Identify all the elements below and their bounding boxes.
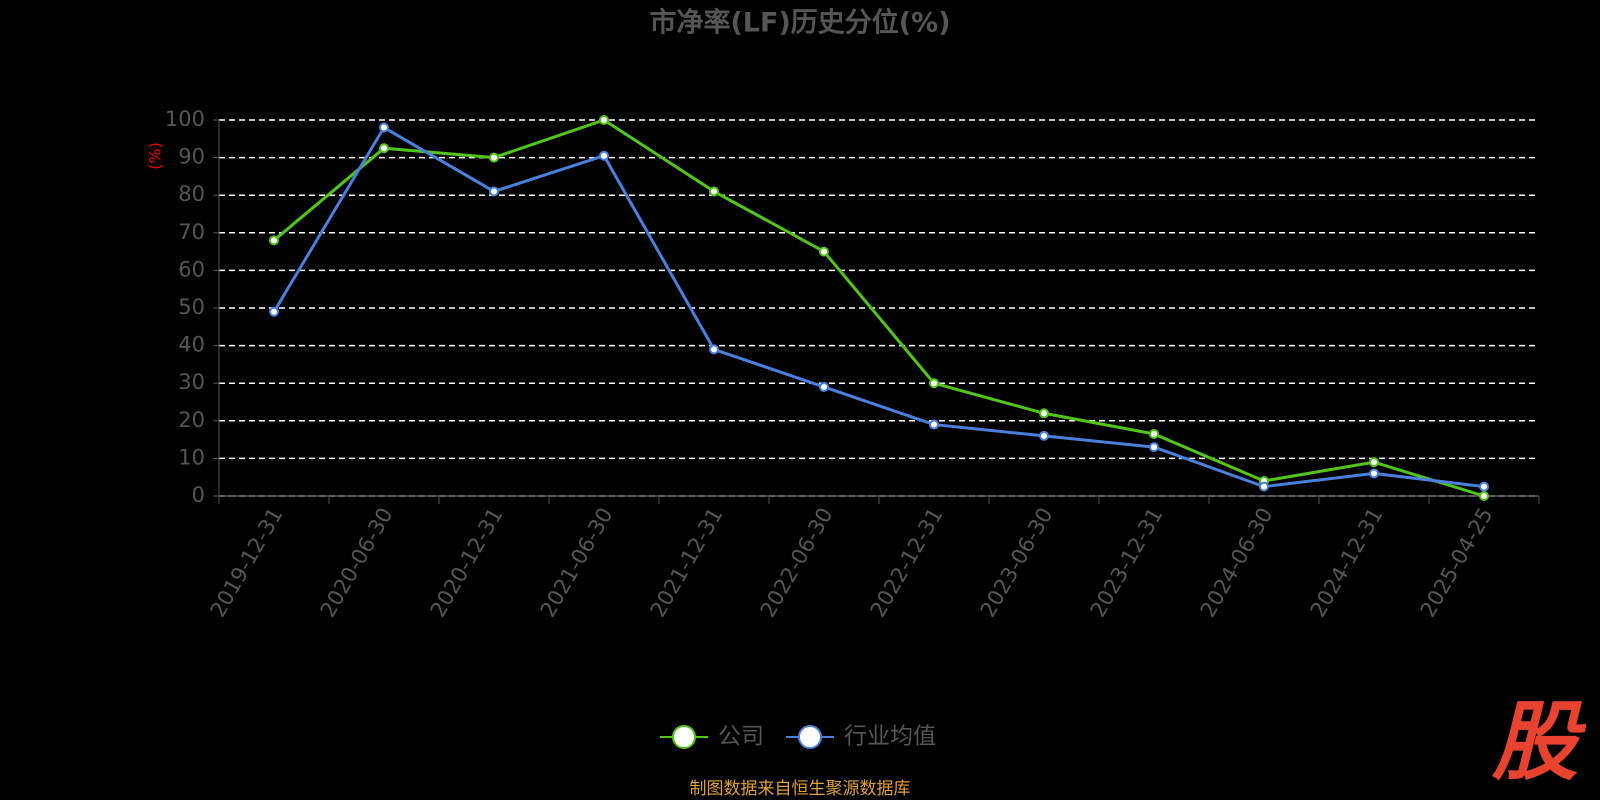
y-axis-label: (%) <box>146 142 165 170</box>
point <box>489 152 499 163</box>
x-tick-label: 2023-12-31 <box>1086 504 1168 622</box>
legend-marker <box>798 725 822 749</box>
logo: 股 <box>1491 692 1587 792</box>
y-tick-label: 100 <box>165 107 205 131</box>
x-tick-label: 2020-12-31 <box>426 504 508 622</box>
point <box>1479 481 1489 492</box>
x-tick-label: 2020-06-30 <box>316 504 398 622</box>
x-tick-label: 2019-12-31 <box>206 504 288 622</box>
x-tick-label: 2025-04-25 <box>1416 504 1498 622</box>
point <box>1479 491 1489 501</box>
point <box>599 150 609 161</box>
point <box>1039 408 1049 419</box>
x-tick-label: 2023-06-30 <box>976 504 1058 622</box>
y-tick-label: 60 <box>178 257 205 281</box>
point <box>379 143 389 154</box>
point <box>1369 468 1379 479</box>
x-tick-label: 2024-06-30 <box>1196 504 1278 622</box>
point <box>1149 442 1159 453</box>
x-tick-label: 2021-06-30 <box>536 504 618 622</box>
y-tick-label: 70 <box>178 220 205 244</box>
y-tick-label: 80 <box>178 182 205 206</box>
y-tick-label: 40 <box>178 333 205 357</box>
y-tick-label: 30 <box>178 370 205 394</box>
point <box>379 122 389 133</box>
legend-label: 公司 <box>718 724 764 750</box>
series-line <box>272 125 1485 489</box>
source-note: 制图数据来自恒生聚源数据库 <box>690 779 911 799</box>
y-tick-label: 10 <box>178 445 205 469</box>
point <box>599 115 609 125</box>
point <box>709 344 719 355</box>
legend-marker <box>672 725 696 749</box>
y-tick-label: 90 <box>178 145 205 169</box>
series-line <box>273 118 1485 498</box>
chart-title: 市净率(LF)历史分位(%) <box>649 7 950 39</box>
point <box>269 306 279 317</box>
x-tick-label: 2021-12-31 <box>646 504 728 622</box>
y-tick-label: 0 <box>192 483 205 507</box>
legend-label: 行业均值 <box>844 724 936 750</box>
point <box>819 246 829 257</box>
point <box>1259 481 1269 492</box>
point <box>819 381 829 392</box>
point <box>929 419 939 430</box>
point <box>929 378 939 389</box>
point <box>1369 457 1379 468</box>
point <box>269 235 279 246</box>
point <box>1149 428 1159 439</box>
y-tick-label: 50 <box>178 295 205 319</box>
point <box>709 186 719 197</box>
x-tick-label: 2024-12-31 <box>1306 504 1388 622</box>
point <box>1039 430 1049 441</box>
x-tick-label: 2022-12-31 <box>866 504 948 622</box>
point <box>489 186 499 197</box>
x-tick-label: 2022-06-30 <box>756 504 838 622</box>
y-tick-label: 20 <box>178 408 205 432</box>
